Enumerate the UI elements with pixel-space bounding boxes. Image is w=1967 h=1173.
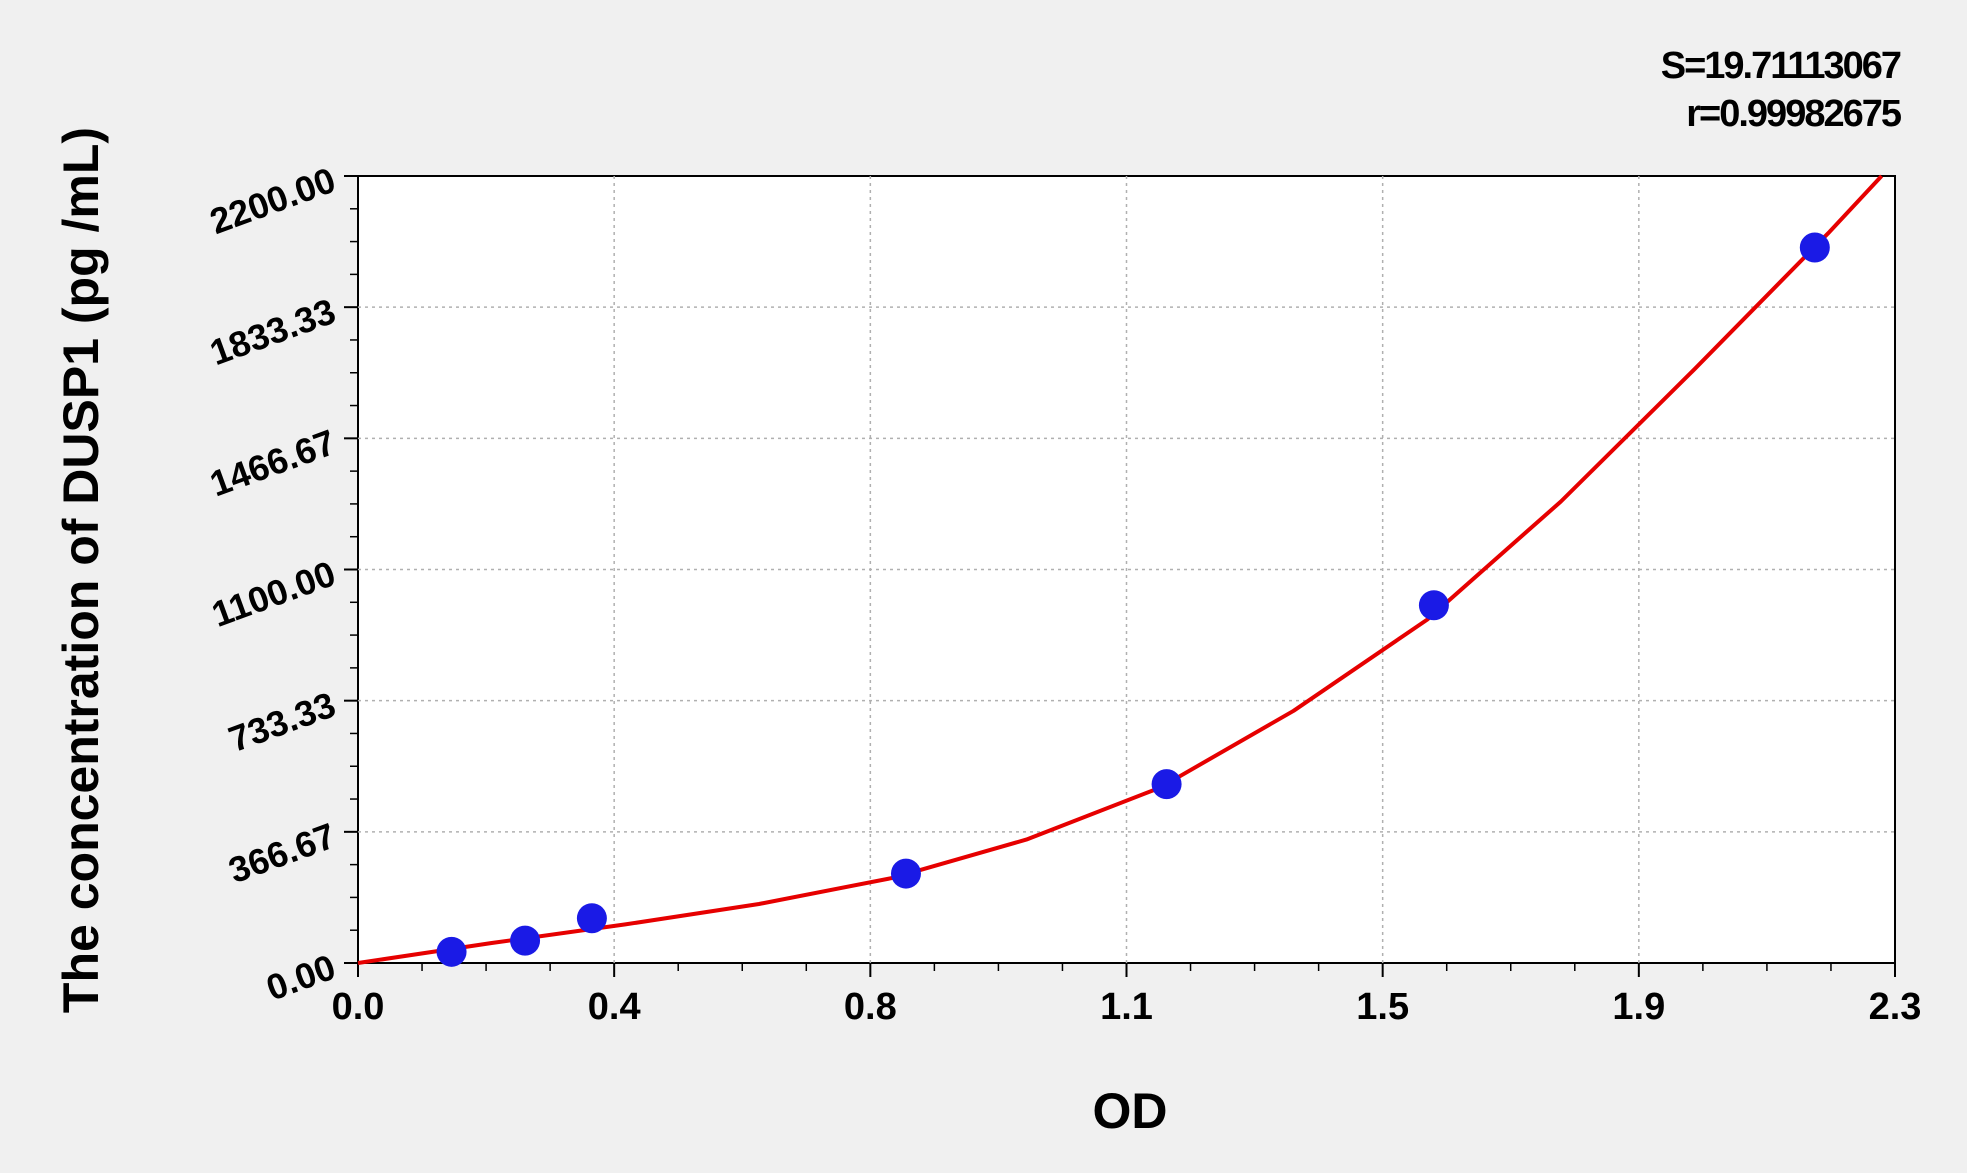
stat-r-value: r=0.99982675 [1686, 93, 1902, 135]
stat-s-value: S=19.71113067 [1661, 45, 1901, 87]
data-point [436, 936, 467, 967]
y-axis-title: The concentration of DUSP1 (pg /mL) [53, 127, 109, 1013]
grid-lines [358, 176, 1895, 963]
data-point [1418, 590, 1449, 621]
x-tick-label: 1.9 [1612, 986, 1665, 1028]
data-point [890, 858, 921, 889]
data-point [1799, 232, 1830, 263]
data-point [576, 903, 607, 934]
minor-ticks [350, 208, 1832, 971]
data-point [1151, 769, 1182, 800]
x-axis-title: OD [1093, 1083, 1168, 1139]
x-tick-label: 0.4 [588, 986, 641, 1028]
x-tick-label: 2.3 [1869, 986, 1922, 1028]
data-point [510, 925, 541, 956]
x-tick-label: 1.5 [1356, 986, 1409, 1028]
data-points-layer [436, 232, 1830, 967]
x-tick-label: 0.8 [844, 986, 897, 1028]
x-tick-label: 1.1 [1100, 986, 1153, 1028]
x-tick-label: 0.0 [332, 986, 385, 1028]
x-axis-ticks: 0.0 0.4 0.8 1.1 1.5 1.9 2.3 [332, 963, 1922, 1028]
